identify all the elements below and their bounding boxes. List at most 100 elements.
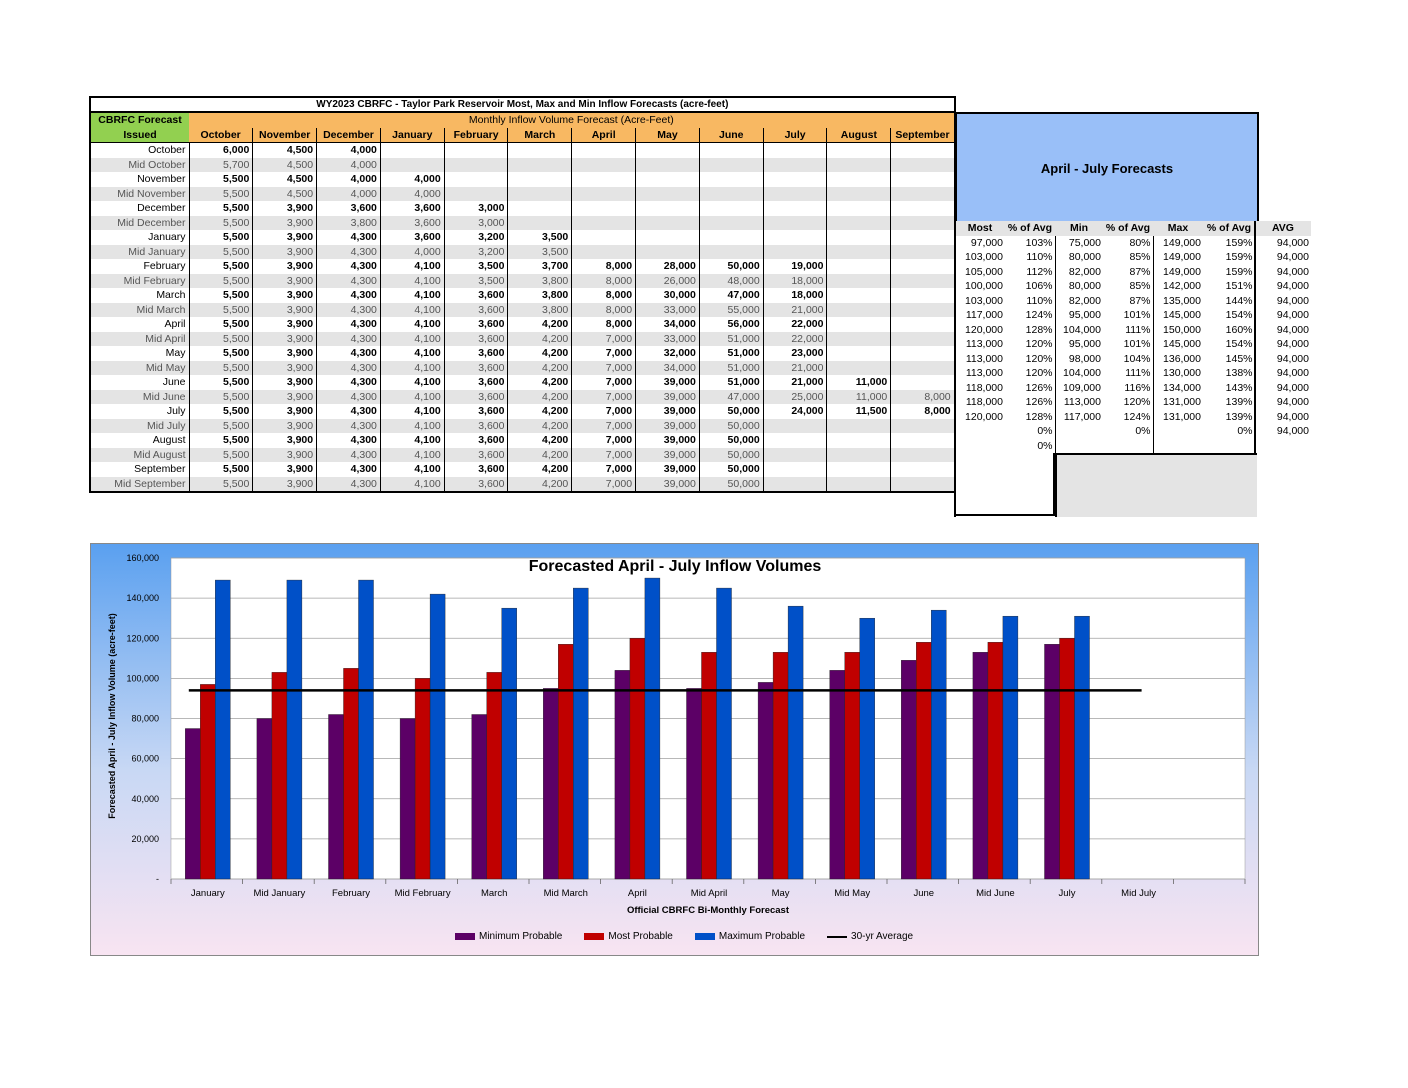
table-cell: 4,200 bbox=[507, 433, 573, 448]
april-july-row: 0% 0% 0% 94,000 bbox=[955, 424, 1311, 439]
table-row: August 5,500 3,900 4,300 4,100 3,600 4,200 7,00… bbox=[90, 433, 956, 448]
x-tick-label: May bbox=[772, 888, 790, 899]
table-cell: 4,100 bbox=[380, 259, 445, 274]
table-cell bbox=[763, 186, 828, 201]
table-cell bbox=[826, 273, 892, 288]
april-july-cell: 128% bbox=[1005, 322, 1056, 337]
monthly-forecast-table: WY2023 CBRFC - Taylor Park Reservoir Mos… bbox=[89, 96, 956, 493]
table-cell: 3,900 bbox=[252, 273, 318, 288]
table-cell bbox=[826, 142, 892, 158]
april-july-cell: 80,000 bbox=[1068, 251, 1101, 264]
table-cell bbox=[699, 201, 764, 216]
bar-maximum-probable bbox=[1002, 615, 1019, 880]
x-tick-label: July bbox=[1059, 888, 1076, 899]
table-cell: 33,000 bbox=[635, 302, 700, 317]
table-cell bbox=[826, 418, 892, 433]
x-tick-label: Mid February bbox=[395, 888, 451, 899]
bar-maximum-probable bbox=[429, 593, 446, 880]
table-cell bbox=[380, 157, 445, 172]
table-cell: 7,000 bbox=[571, 476, 637, 492]
april-july-cell: 0% bbox=[1203, 424, 1256, 439]
bar-minimum-probable bbox=[972, 652, 989, 880]
table-cell: 28,000 bbox=[635, 259, 700, 274]
table-cell bbox=[635, 244, 700, 259]
april-july-row: 113,000 120% 104,000 111% 130,000 138% 94,000 bbox=[955, 366, 1311, 381]
table-cell bbox=[571, 230, 637, 245]
table-cell: 39,000 bbox=[635, 476, 700, 492]
april-july-header: Most bbox=[955, 221, 1005, 236]
month-header: January bbox=[380, 127, 445, 143]
table-cell bbox=[507, 157, 573, 172]
table-cell bbox=[763, 244, 828, 259]
april-july-cell: 97,000 bbox=[970, 236, 1003, 249]
legend-swatch-avg bbox=[827, 935, 848, 938]
table-cell: 8,000 bbox=[571, 317, 637, 332]
table-cell: 19,000 bbox=[763, 259, 828, 274]
april-july-cell: 101% bbox=[1103, 337, 1154, 352]
month-header: October bbox=[189, 127, 254, 143]
table-cell: 4,100 bbox=[380, 288, 445, 303]
april-july-cell: 0% bbox=[1005, 424, 1056, 439]
table-cell: 5,500 bbox=[189, 418, 254, 433]
april-july-cell: 113,000 bbox=[965, 367, 1003, 380]
table-cell bbox=[826, 346, 892, 361]
table-cell: 33,000 bbox=[635, 331, 700, 346]
april-july-cell: 94,000 bbox=[1276, 410, 1309, 423]
april-july-cell: 94,000 bbox=[1276, 425, 1309, 438]
table-cell bbox=[890, 331, 956, 346]
row-label: July bbox=[90, 404, 190, 419]
table-row: June 5,500 3,900 4,300 4,100 3,600 4,200 7,000 3… bbox=[90, 375, 956, 390]
row-label: May bbox=[90, 346, 190, 361]
table-cell: 3,600 bbox=[444, 447, 509, 462]
chart-svg: January Mid January February Mid February Ma… bbox=[91, 544, 1258, 955]
table-cell bbox=[571, 157, 637, 172]
table-cell: 3,600 bbox=[444, 433, 509, 448]
bar-most-probable bbox=[414, 678, 431, 880]
month-header: April bbox=[571, 127, 637, 143]
april-july-row: 113,000 120% 95,000 101% 145,000 154% 94,000 bbox=[955, 337, 1311, 352]
april-july-row: 97,000 103% 75,000 80% 149,000 159% 94,000 bbox=[955, 235, 1311, 250]
table-cell: 8,000 bbox=[571, 288, 637, 303]
table-row: October 6,000 4,500 4,000 bbox=[90, 142, 956, 158]
table-cell bbox=[635, 157, 700, 172]
april-july-cell: 94,000 bbox=[1276, 294, 1309, 307]
panel-inner-divider bbox=[1053, 453, 1055, 516]
bar-maximum-probable bbox=[286, 579, 303, 880]
table-cell: 3,800 bbox=[507, 273, 573, 288]
x-tick-label: February bbox=[332, 888, 370, 899]
april-july-cell: 87% bbox=[1103, 293, 1154, 308]
april-july-row: 0% bbox=[955, 438, 1311, 453]
table-cell bbox=[890, 215, 956, 230]
table-cell bbox=[444, 172, 509, 187]
y-tick-label: 120,000 bbox=[126, 633, 159, 643]
april-july-cell: 98,000 bbox=[1068, 352, 1101, 365]
bar-minimum-probable bbox=[901, 660, 917, 880]
table-cell: 26,000 bbox=[635, 273, 700, 288]
table-cell: 4,300 bbox=[316, 244, 381, 259]
bar-most-probable bbox=[558, 644, 574, 880]
table-cell: 4,100 bbox=[380, 447, 445, 462]
table-cell bbox=[635, 215, 700, 230]
table-cell bbox=[890, 447, 956, 462]
table-cell bbox=[826, 462, 892, 477]
table-cell: 4,100 bbox=[380, 389, 445, 404]
x-tick-label: Mid May bbox=[834, 888, 870, 899]
table-row: March 5,500 3,900 4,300 4,100 3,600 3,800 8,000… bbox=[90, 288, 956, 303]
april-july-cell: 95,000 bbox=[1068, 309, 1101, 322]
table-cell: 4,200 bbox=[507, 360, 573, 375]
bar-maximum-probable bbox=[1074, 615, 1090, 880]
month-header: September bbox=[890, 127, 956, 143]
table-cell: 4,300 bbox=[316, 273, 381, 288]
april-july-cell: 159% bbox=[1203, 235, 1256, 250]
table-cell: 7,000 bbox=[571, 404, 637, 419]
table-cell: 4,300 bbox=[316, 462, 381, 477]
legend-label-max: Maximum Probable bbox=[718, 931, 806, 942]
table-cell: 4,200 bbox=[507, 462, 573, 477]
row-label: December bbox=[90, 201, 190, 216]
april-july-cell: 139% bbox=[1203, 409, 1256, 424]
row-label: Mid April bbox=[90, 331, 190, 346]
table-cell: 3,900 bbox=[252, 476, 318, 492]
april-july-cell: 94,000 bbox=[1276, 309, 1309, 322]
table-cell: 3,600 bbox=[444, 302, 509, 317]
april-july-cell: 80,000 bbox=[1068, 280, 1101, 293]
